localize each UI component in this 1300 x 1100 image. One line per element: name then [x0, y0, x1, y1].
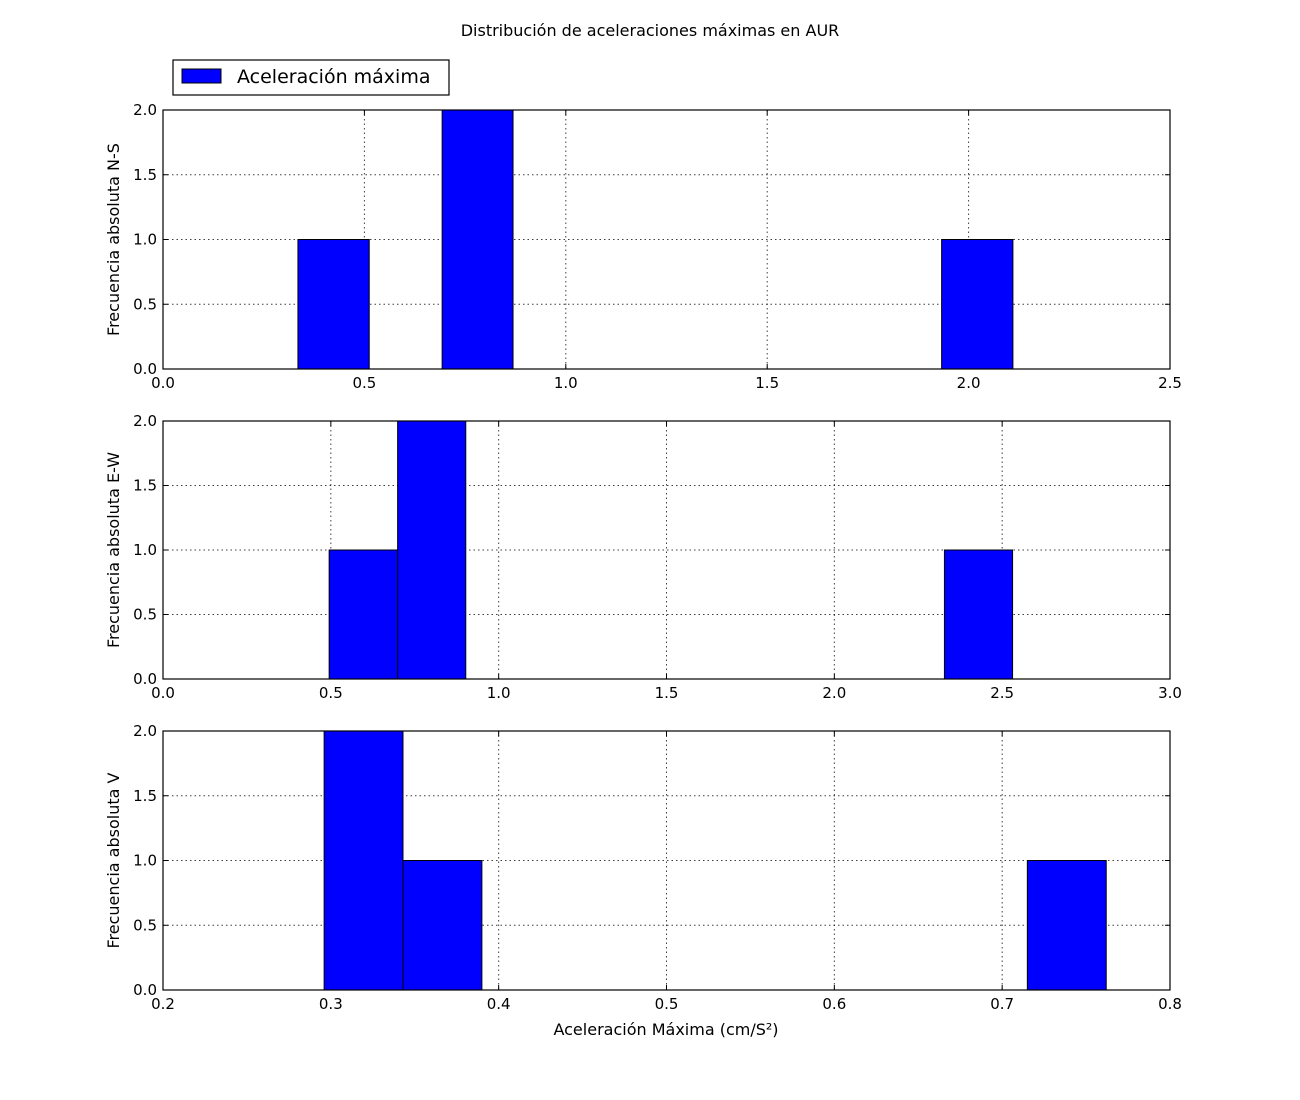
y-tick-label: 2.0	[133, 101, 157, 119]
x-axis-label: Aceleración Máxima (cm/S²)	[553, 1020, 778, 1039]
histogram-bar	[328, 549, 399, 680]
y-axis-label: Frecuencia absoluta N-S	[104, 143, 123, 336]
x-tick-label: 0.6	[822, 995, 846, 1013]
y-tick-label: 0.0	[133, 670, 157, 688]
histogram-bar	[441, 109, 514, 370]
x-tick-label: 2.0	[957, 374, 981, 392]
x-tick-label: 0.0	[151, 684, 175, 702]
x-tick-label: 3.0	[1158, 684, 1182, 702]
legend-swatch	[181, 68, 222, 84]
histogram-bar	[1026, 860, 1107, 991]
histogram-bar	[297, 239, 370, 370]
y-tick-label: 0.0	[133, 360, 157, 378]
x-tick-label: 0.5	[352, 374, 376, 392]
x-tick-label: 1.0	[487, 684, 511, 702]
histogram-bar	[402, 860, 483, 991]
histogram-bar	[941, 239, 1014, 370]
y-tick-label: 0.5	[133, 606, 157, 624]
legend: Aceleración máxima	[172, 59, 450, 96]
y-axis-label: Frecuencia absoluta V	[104, 772, 123, 948]
y-tick-label: 1.5	[133, 787, 157, 805]
histogram-bar	[323, 730, 404, 991]
legend-label: Aceleración máxima	[237, 66, 430, 88]
y-tick-label: 2.0	[133, 722, 157, 740]
x-tick-label: 0.2	[151, 995, 175, 1013]
x-tick-label: 0.7	[990, 995, 1014, 1013]
x-tick-label: 0.5	[655, 995, 679, 1013]
subplot-v: 0.2 0.3 0.4 0.5 0.6 0.7 0.8 0.0 0.5 1.0 1.5 2.0 Frec…	[104, 722, 1182, 1013]
plot-frame	[162, 420, 1171, 680]
x-tick-label: 1.0	[554, 374, 578, 392]
plot-frame	[162, 109, 1171, 370]
histogram-bar	[943, 549, 1014, 680]
x-tick-label: 0.0	[151, 374, 175, 392]
y-tick-label: 1.0	[133, 852, 157, 870]
figure-title: Distribución de aceleraciones máximas en…	[461, 21, 840, 40]
histogram-bar	[397, 420, 467, 680]
subplots: 0.0 0.5 1.0 1.5 2.0 2.5 0.0 0.5 1.0 1.5 2.0 Frecuen…	[104, 101, 1182, 1013]
subplot-ns: 0.0 0.5 1.0 1.5 2.0 2.5 0.0 0.5 1.0 1.5 2.0 Frecuen…	[104, 101, 1182, 392]
x-tick-label: 0.5	[319, 684, 343, 702]
y-axis-label: Frecuencia absoluta E-W	[104, 452, 123, 648]
x-tick-label: 0.3	[319, 995, 343, 1013]
y-tick-label: 0.5	[133, 916, 157, 934]
x-tick-label: 2.0	[822, 684, 846, 702]
y-tick-label: 1.5	[133, 477, 157, 495]
x-tick-label: 0.8	[1158, 995, 1182, 1013]
x-tick-label: 1.5	[755, 374, 779, 392]
x-tick-label: 1.5	[655, 684, 679, 702]
subplot-ew: 0.0 0.5 1.0 1.5 2.0 2.5 3.0 0.0 0.5 1.0 1.5 2.0 Frec…	[104, 412, 1182, 702]
y-tick-label: 2.0	[133, 412, 157, 430]
y-tick-label: 1.5	[133, 166, 157, 184]
y-tick-label: 0.0	[133, 981, 157, 999]
x-tick-label: 2.5	[990, 684, 1014, 702]
plot-frame	[162, 730, 1171, 991]
y-tick-label: 0.5	[133, 295, 157, 313]
x-tick-label: 0.4	[487, 995, 511, 1013]
y-tick-label: 1.0	[133, 541, 157, 559]
y-tick-label: 1.0	[133, 231, 157, 249]
x-tick-label: 2.5	[1158, 374, 1182, 392]
